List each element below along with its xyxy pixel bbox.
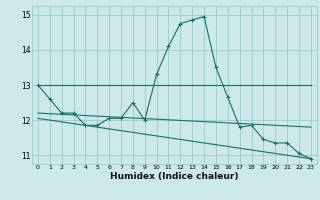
X-axis label: Humidex (Indice chaleur): Humidex (Indice chaleur) xyxy=(110,172,239,181)
